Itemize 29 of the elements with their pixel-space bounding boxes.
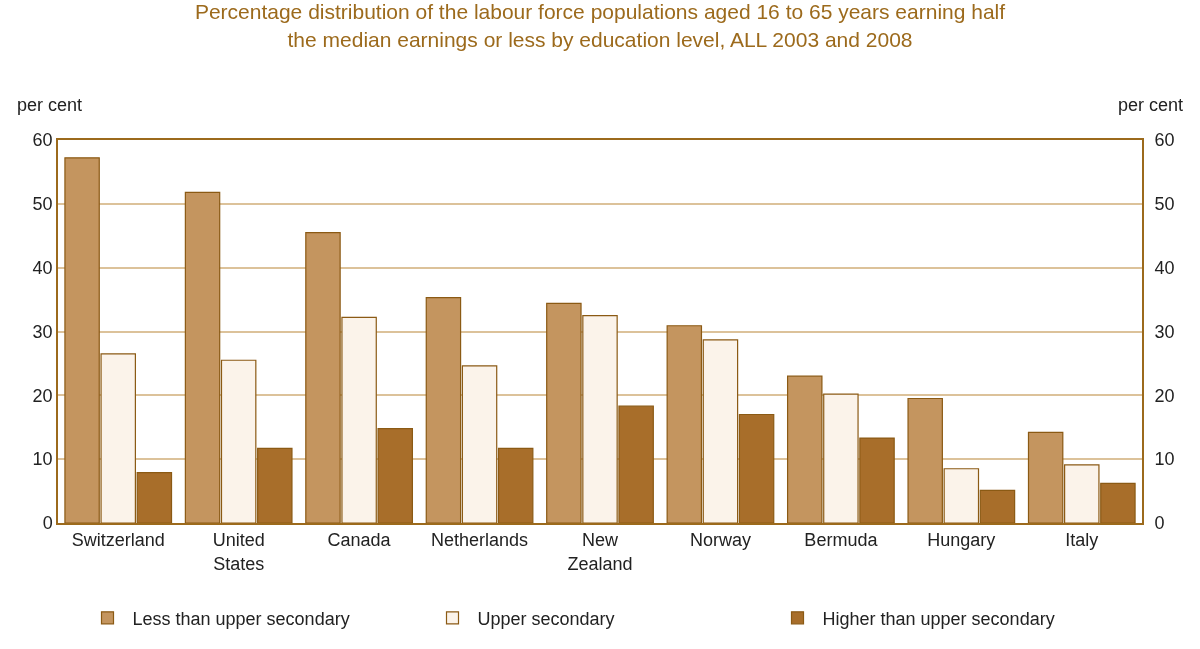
x-tick-label: Italy [1065, 530, 1099, 551]
y2-tick-label: 50 [1154, 194, 1175, 215]
y2-axis-title: per cent [1118, 95, 1184, 115]
x-tick-label: Hungary [927, 530, 996, 551]
y-tick-label: 60 [32, 130, 53, 151]
legend-label: Higher than upper secondary [822, 608, 1055, 629]
x-tick-label: Norway [689, 530, 751, 551]
x-tick-label: Bermuda [804, 530, 879, 551]
y-tick-label: 0 [42, 513, 53, 534]
chart-title: Percentage distribution of the labour force populations aged 16 to 65 years earning half the median earnings or less by education level, ALL 2003 and 2008 [194, 0, 1006, 51]
y-tick-label: 30 [32, 321, 53, 342]
y2-tick-label: 20 [1154, 385, 1175, 406]
x-tick-label: Switzerland [71, 530, 165, 551]
y-tick-label: 40 [32, 257, 53, 278]
y2-tick-label: 0 [1154, 513, 1165, 534]
x-tick-label: New Zealand [567, 530, 633, 574]
y2-tick-label: 10 [1154, 449, 1175, 470]
y2-tick-label: 60 [1154, 130, 1175, 151]
y-tick-label: 20 [32, 385, 53, 406]
y-axis-title: per cent [17, 95, 83, 115]
y2-tick-label: 30 [1154, 321, 1175, 342]
legend-label: Less than upper secondary [132, 608, 350, 629]
y-tick-label: 50 [32, 194, 53, 215]
y-tick-label: 10 [32, 449, 53, 470]
x-tick-label: Netherlands [431, 530, 529, 551]
y2-tick-label: 40 [1154, 257, 1175, 278]
legend-label: Upper secondary [477, 608, 615, 629]
x-tick-label: Canada [327, 530, 392, 551]
x-tick-label: United States [212, 530, 265, 574]
